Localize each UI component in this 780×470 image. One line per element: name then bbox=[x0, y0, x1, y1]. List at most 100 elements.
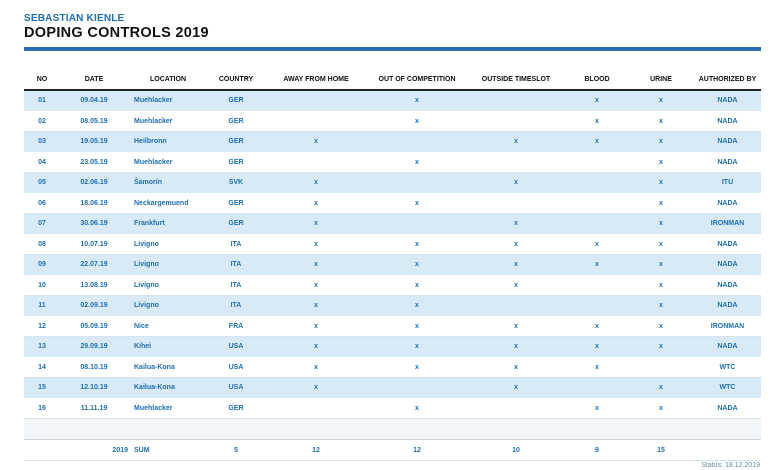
table-row: 15 12.10.19 Kailua-Kona USA x x x WTC bbox=[24, 377, 761, 399]
table-row: 10 13.08.19 Livigno ITA x x x x NADA bbox=[24, 275, 761, 296]
table-cell: x bbox=[566, 111, 628, 132]
sum-cell bbox=[694, 439, 761, 461]
table-cell: Muehlacker bbox=[128, 90, 208, 112]
table-row: 02 08.05.19 Muehlacker GER x x x NADA bbox=[24, 111, 761, 132]
table-cell bbox=[264, 111, 368, 132]
table-cell: x bbox=[264, 131, 368, 153]
table-cell: NADA bbox=[694, 131, 761, 153]
table-cell: USA bbox=[208, 357, 264, 378]
table-cell: 12 bbox=[24, 316, 60, 337]
table-cell: Livigno bbox=[128, 254, 208, 276]
sum-cell: 9 bbox=[566, 439, 628, 461]
table-cell: 08.10.19 bbox=[60, 357, 128, 378]
table-cell: x bbox=[628, 275, 694, 296]
table-cell bbox=[466, 152, 566, 173]
table-cell: NADA bbox=[694, 275, 761, 296]
table-cell: x bbox=[466, 377, 566, 399]
table-cell: x bbox=[368, 398, 466, 419]
sum-cell: 5 bbox=[208, 439, 264, 461]
table-cell: x bbox=[466, 172, 566, 194]
sum-cell: 2019 bbox=[60, 439, 128, 461]
table-cell: 12.10.19 bbox=[60, 377, 128, 399]
table-cell: x bbox=[368, 111, 466, 132]
table-cell: x bbox=[264, 316, 368, 337]
sum-row: 2019 SUM 5 12 12 10 9 15 bbox=[24, 439, 761, 461]
table-cell: GER bbox=[208, 193, 264, 214]
table-cell: 10.07.19 bbox=[60, 234, 128, 255]
table-cell: 13.08.19 bbox=[60, 275, 128, 296]
table-header-row: NO DATE LOCATION COUNTRY AWAY FROM HOME OUT O… bbox=[24, 69, 761, 91]
table-cell: GER bbox=[208, 213, 264, 235]
table-row: 14 08.10.19 Kailua-Kona USA x x x x WTC bbox=[24, 357, 761, 378]
table-row: 01 09.04.19 Muehlacker GER x x x NADA bbox=[24, 90, 761, 112]
table-cell bbox=[566, 193, 628, 214]
column-header-date: DATE bbox=[60, 69, 128, 91]
table-cell: FRA bbox=[208, 316, 264, 337]
table-cell: 01 bbox=[24, 90, 60, 112]
column-header-urine: URINE bbox=[628, 69, 694, 91]
table-cell bbox=[566, 295, 628, 317]
column-header-out-of-competition: OUT OF COMPETITION bbox=[368, 69, 466, 91]
table-cell: GER bbox=[208, 131, 264, 153]
column-header-no: NO bbox=[24, 69, 60, 91]
table-cell: x bbox=[264, 254, 368, 276]
table-cell: Kailua-Kona bbox=[128, 377, 208, 399]
table-cell bbox=[566, 275, 628, 296]
table-cell: USA bbox=[208, 377, 264, 399]
table-cell: x bbox=[628, 152, 694, 173]
table-cell bbox=[466, 90, 566, 112]
table-cell: 29.09.19 bbox=[60, 336, 128, 358]
table-cell: 02 bbox=[24, 111, 60, 132]
table-cell bbox=[368, 131, 466, 153]
table-cell: NADA bbox=[694, 193, 761, 214]
table-cell: 14 bbox=[24, 357, 60, 378]
table-cell: NADA bbox=[694, 152, 761, 173]
table-cell bbox=[368, 213, 466, 235]
table-cell: WTC bbox=[694, 377, 761, 399]
table-cell: x bbox=[264, 275, 368, 296]
table-cell: 19.05.19 bbox=[60, 131, 128, 153]
page-title: DOPING CONTROLS 2019 bbox=[24, 25, 209, 41]
table-cell: NADA bbox=[694, 90, 761, 112]
table-cell: x bbox=[566, 357, 628, 378]
table-cell bbox=[466, 111, 566, 132]
table-cell: ITU bbox=[694, 172, 761, 194]
table-cell: x bbox=[628, 111, 694, 132]
table-cell: 23.05.19 bbox=[60, 152, 128, 173]
sum-cell: 12 bbox=[368, 439, 466, 461]
table-cell: x bbox=[466, 275, 566, 296]
table-cell: IRONMAN bbox=[694, 213, 761, 235]
table-row: 08 10.07.19 Livigno ITA x x x x x NADA bbox=[24, 234, 761, 255]
table-cell: x bbox=[628, 254, 694, 276]
table-cell bbox=[466, 295, 566, 317]
status-date: Status: 18.12.2019 bbox=[701, 462, 760, 469]
table-cell: 11 bbox=[24, 295, 60, 317]
table-cell: Šamorín bbox=[128, 172, 208, 194]
athlete-name: SEBASTIAN KIENLE bbox=[24, 13, 125, 24]
table-cell: x bbox=[368, 234, 466, 255]
table-cell bbox=[566, 213, 628, 235]
table-cell: x bbox=[264, 234, 368, 255]
table-cell bbox=[264, 90, 368, 112]
table-cell: 08.05.19 bbox=[60, 111, 128, 132]
table-cell: x bbox=[566, 398, 628, 419]
column-header-outside-timeslot: OUTSIDE TIMESLOT bbox=[466, 69, 566, 91]
table-cell: x bbox=[368, 152, 466, 173]
table-cell: x bbox=[628, 131, 694, 153]
table-cell: x bbox=[466, 131, 566, 153]
table-cell: x bbox=[368, 336, 466, 358]
table-cell: Frankfurt bbox=[128, 213, 208, 235]
table-cell: 09.04.19 bbox=[60, 90, 128, 112]
table-cell: x bbox=[466, 234, 566, 255]
table-cell: x bbox=[628, 172, 694, 194]
table-cell: x bbox=[368, 316, 466, 337]
table-cell: 07 bbox=[24, 213, 60, 235]
sum-cell: SUM bbox=[128, 439, 208, 461]
table-cell: 05.09.19 bbox=[60, 316, 128, 337]
table-cell: 11.11.19 bbox=[60, 398, 128, 419]
table-cell: 08 bbox=[24, 234, 60, 255]
table-cell: x bbox=[566, 131, 628, 153]
table-cell: Kihei bbox=[128, 336, 208, 358]
table-cell: x bbox=[264, 295, 368, 317]
table-cell: x bbox=[628, 90, 694, 112]
